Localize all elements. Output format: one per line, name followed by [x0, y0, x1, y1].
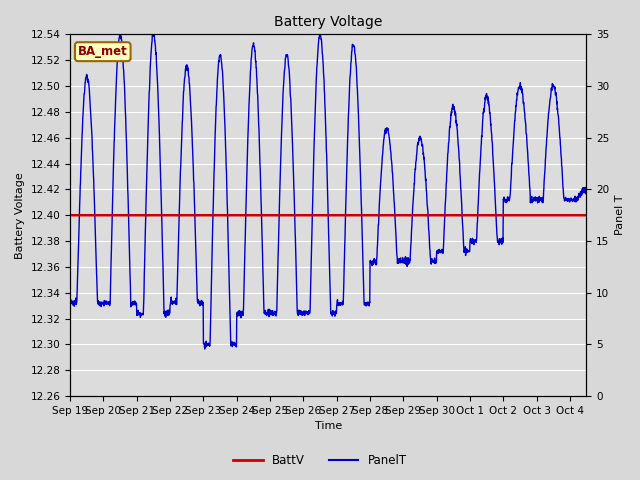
Y-axis label: Panel T: Panel T: [615, 195, 625, 236]
Y-axis label: Battery Voltage: Battery Voltage: [15, 172, 25, 259]
Title: Battery Voltage: Battery Voltage: [274, 15, 383, 29]
Text: BA_met: BA_met: [78, 45, 127, 58]
Legend: BattV, PanelT: BattV, PanelT: [228, 449, 412, 472]
X-axis label: Time: Time: [315, 421, 342, 432]
